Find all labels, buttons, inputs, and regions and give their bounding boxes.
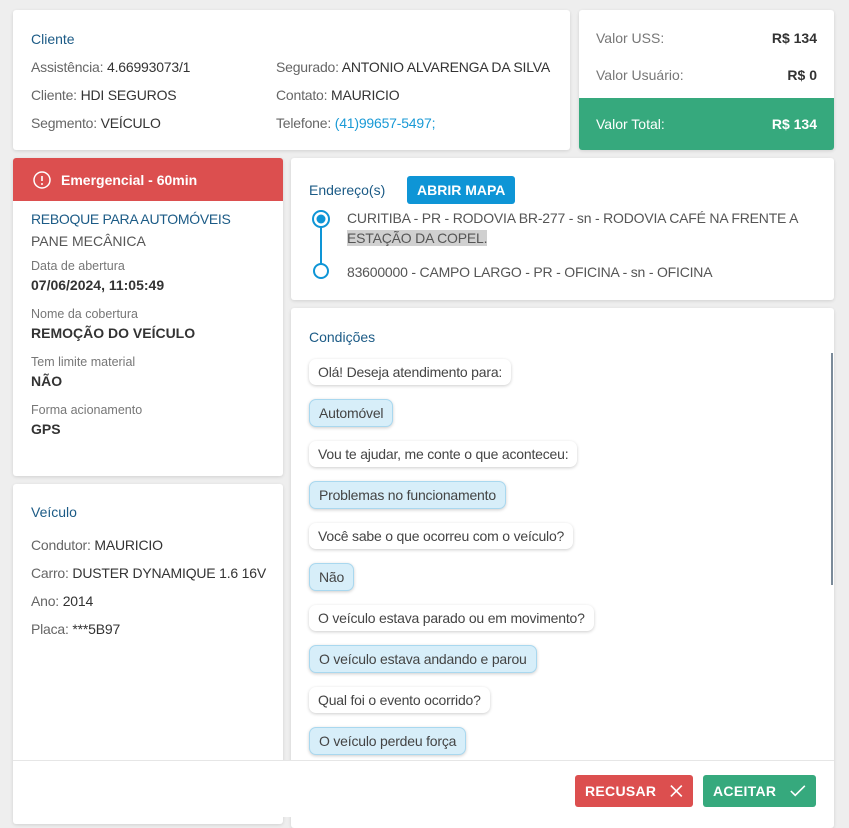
chat-row: Vou te ajudar, me conte o que aconteceu: (309, 441, 809, 481)
label: Ano: (31, 593, 59, 609)
label: Valor Total: (596, 116, 665, 132)
telefone: Telefone: (41)99657-5497; (276, 115, 435, 131)
value: 2014 (62, 593, 94, 609)
value: MAURICIO (94, 537, 163, 553)
ano: Ano: 2014 (31, 593, 93, 609)
value: DUSTER DYNAMIQUE 1.6 16V (72, 565, 266, 581)
servico-tipo: REBOQUE PARA AUTOMÓVEIS (31, 211, 231, 227)
recusar-label: RECUSAR (585, 783, 657, 799)
endereco-card: Endereço(s) ABRIR MAPA CURITIBA - PR - R… (291, 158, 834, 300)
chat-row: Olá! Deseja atendimento para: (309, 359, 809, 399)
close-icon (670, 784, 683, 798)
label: Condutor: (31, 537, 91, 553)
endereco-destino: 83600000 - CAMPO LARGO - PR - OFICINA - … (347, 264, 713, 280)
info-icon (33, 170, 51, 189)
value: MAURICIO (331, 87, 400, 103)
chat-list: Olá! Deseja atendimento para: Automóvel Vo… (309, 359, 809, 769)
footer-bar (13, 760, 834, 817)
label: Carro: (31, 565, 69, 581)
value: VEÍCULO (100, 115, 161, 131)
value: HDI SEGUROS (80, 87, 177, 103)
valores-card: Valor USS: R$ 134 Valor Usuário: R$ 0 Valo… (579, 10, 834, 150)
chat-answer: Automóvel (309, 399, 394, 427)
label: Assistência: (31, 59, 104, 75)
label: Telefone: (276, 115, 332, 131)
chat-row: Problemas no funcionamento (309, 481, 809, 523)
route-timeline-icon (312, 210, 330, 279)
chat-row: O veículo estava andando e parou (309, 645, 809, 687)
data-label: Data de abertura (31, 259, 125, 273)
cobertura-label: Nome da cobertura (31, 307, 139, 321)
cliente-card: Cliente Assistência: 4.66993073/1 Client… (13, 10, 570, 150)
endereco-origem: CURITIBA - PR - RODOVIA BR-277 - sn - RO… (347, 210, 799, 226)
assistencia: Assistência: 4.66993073/1 (31, 59, 190, 75)
segurado: Segurado: ANTONIO ALVARENGA DA SILVA (276, 59, 550, 75)
chat-question: O veículo estava parado ou em movimento? (309, 605, 594, 631)
endereco-title: Endereço(s) (309, 182, 386, 198)
chat-question: Olá! Deseja atendimento para: (309, 359, 512, 385)
condutor: Condutor: MAURICIO (31, 537, 163, 553)
chat-scrollbar[interactable] (831, 353, 833, 585)
valor-total: Valor Total: R$ 134 (579, 98, 834, 150)
data-value: 07/06/2024, 11:05:49 (31, 277, 165, 293)
segmento: Segmento: VEÍCULO (31, 115, 161, 131)
limite-label: Tem limite material (31, 355, 136, 369)
aceitar-button[interactable]: ACEITAR (703, 775, 816, 807)
condicoes-card: Condições Olá! Deseja atendimento para: A… (291, 308, 834, 828)
limite-value: NÃO (31, 373, 63, 389)
cobertura-value: REMOÇÃO DO VEÍCULO (31, 325, 196, 341)
chat-question: Você sabe o que ocorreu com o veículo? (309, 523, 574, 549)
badge-text: Emergencial - 60min (61, 171, 198, 188)
telefone-link[interactable]: (41)99657-5497; (334, 115, 436, 131)
chat-row: O veículo estava parado ou em movimento? (309, 605, 809, 645)
chat-row: Você sabe o que ocorreu com o veículo? (309, 523, 809, 563)
condicoes-title: Condições (309, 329, 376, 345)
carro: Carro: DUSTER DYNAMIQUE 1.6 16V (31, 565, 266, 581)
value: R$ 134 (771, 116, 817, 132)
value: ***5B97 (72, 621, 121, 637)
emergencial-badge: Emergencial - 60min (13, 158, 283, 201)
placa: Placa: ***5B97 (31, 621, 120, 637)
label: Segmento: (31, 115, 97, 131)
valor-uss: Valor USS: R$ 134 (579, 19, 834, 56)
chat-answer: O veículo perdeu força (309, 727, 467, 755)
forma-label: Forma acionamento (31, 403, 143, 417)
chat-question: Vou te ajudar, me conte o que aconteceu: (309, 441, 578, 467)
valor-usuario: Valor Usuário: R$ 0 (579, 56, 834, 93)
value: 4.66993073/1 (107, 59, 191, 75)
value: R$ 134 (771, 29, 817, 46)
label: Contato: (276, 87, 328, 103)
chat-row: Não (309, 563, 809, 605)
label: Cliente: (31, 87, 77, 103)
chat-answer: Problemas no funcionamento (309, 481, 506, 509)
chat-question: Qual foi o evento ocorrido? (309, 687, 490, 713)
chat-row: O veículo perdeu força (309, 727, 809, 769)
cliente-title: Cliente (31, 31, 75, 47)
cliente-nome: Cliente: HDI SEGUROS (31, 87, 177, 103)
recusar-button[interactable]: RECUSAR (575, 775, 693, 807)
label: Placa: (31, 621, 69, 637)
chat-answer: O veículo estava andando e parou (309, 645, 537, 673)
aceitar-label: ACEITAR (713, 783, 777, 799)
forma-value: GPS (31, 421, 61, 437)
servico-motivo: PANE MECÂNICA (31, 233, 146, 249)
abrir-mapa-button[interactable]: ABRIR MAPA (407, 176, 516, 204)
label: Valor USS: (596, 29, 665, 46)
label: Valor Usuário: (596, 66, 684, 83)
check-icon (790, 785, 806, 797)
endereco-origem-cont: ESTAÇÃO DA COPEL. (347, 230, 488, 246)
chat-row: Automóvel (309, 399, 809, 441)
value: ANTONIO ALVARENGA DA SILVA (341, 59, 550, 75)
veiculo-title: Veículo (31, 504, 77, 520)
chat-row: Qual foi o evento ocorrido? (309, 687, 809, 727)
label: Segurado: (276, 59, 339, 75)
chat-answer: Não (309, 563, 355, 591)
value: R$ 0 (787, 66, 817, 83)
servico-card: Emergencial - 60min REBOQUE PARA AUTOMÓV… (13, 158, 283, 476)
contato: Contato: MAURICIO (276, 87, 400, 103)
